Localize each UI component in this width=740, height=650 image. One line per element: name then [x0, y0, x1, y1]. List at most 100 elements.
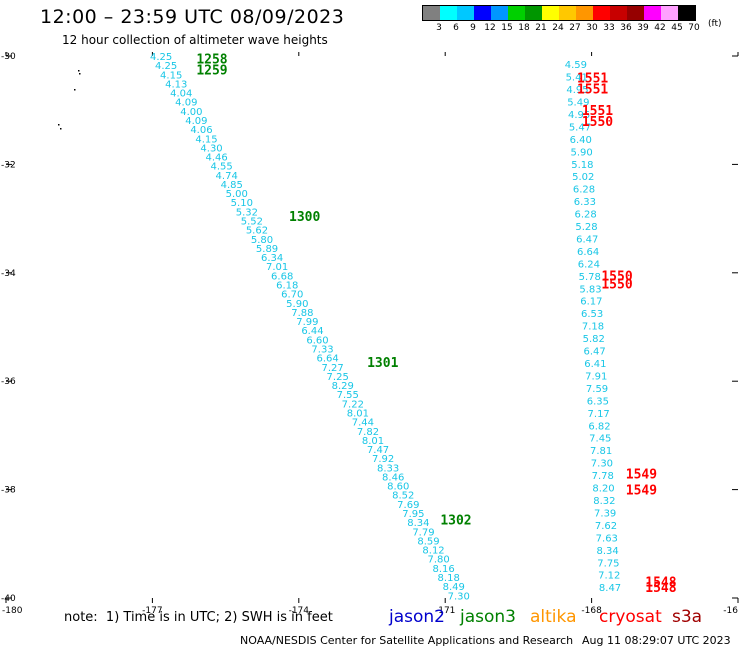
time-label: 1259	[196, 64, 227, 79]
legend-swatch	[593, 6, 610, 20]
wave-height-label: 6.18	[276, 281, 298, 292]
wave-height-label: 7.62	[595, 521, 617, 532]
y-tick-label: -40	[1, 594, 16, 604]
wave-height-label: 7.99	[296, 317, 318, 328]
legend-tick-label: 45	[671, 23, 683, 33]
wave-height-label: 4.95	[566, 85, 588, 96]
wave-height-label: 5.80	[251, 235, 273, 246]
wave-height-label: 8.34	[407, 518, 429, 529]
time-label: 1258	[196, 53, 227, 68]
wave-height-label: 7.75	[597, 558, 619, 569]
time-label: 1301	[367, 356, 398, 371]
wave-height-label: 7.88	[291, 308, 313, 319]
wave-height-label: 7.22	[342, 399, 364, 410]
legend-tick-label: 70	[688, 23, 700, 33]
wave-height-label: 4.46	[205, 153, 227, 164]
wave-height-label: 7.80	[427, 555, 449, 566]
wave-height-label: 8.01	[362, 436, 384, 447]
wave-height-label: 8.20	[592, 484, 614, 495]
y-tick-label: -36	[1, 377, 16, 387]
wave-height-label: 5.89	[256, 244, 278, 255]
wave-height-label: 6.17	[580, 297, 602, 308]
wave-height-label: 4.15	[195, 134, 217, 145]
wave-height-label: 5.90	[570, 147, 592, 158]
legend-swatch	[644, 6, 661, 20]
wave-height-label: 7.27	[322, 363, 344, 374]
wave-height-label: 5.49	[567, 97, 589, 108]
legend-swatch	[508, 6, 525, 20]
wave-height-label: 6.47	[583, 347, 605, 358]
wave-height-label: 7.59	[586, 384, 608, 395]
wave-height-label: 7.95	[402, 509, 424, 520]
wave-height-label: 7.63	[596, 533, 618, 544]
wave-height-label: 8.46	[382, 472, 404, 483]
wave-height-label: 6.41	[584, 359, 606, 370]
island-dot	[60, 128, 62, 130]
time-label: 1551	[577, 83, 608, 98]
wave-height-label: 4.09	[175, 98, 197, 109]
legend-tick-label: 33	[603, 23, 615, 33]
color-legend: 3 6 9 12 15 18 21 24 27 30 33 36 39 42 45 70	[422, 5, 700, 33]
wave-height-label: 5.78	[579, 272, 601, 283]
wave-height-label: 6.47	[576, 234, 598, 245]
legend-tick-label: 3	[436, 23, 442, 33]
wave-height-label: 7.18	[582, 322, 604, 333]
wave-height-label: 7.33	[311, 344, 333, 355]
wave-height-label: 7.44	[352, 418, 374, 429]
wave-height-label: 6.44	[301, 326, 323, 337]
wave-height-label: 8.60	[387, 482, 409, 493]
satellite-cryosat: cryosat	[599, 607, 662, 627]
wave-height-label: 6.33	[574, 197, 596, 208]
time-label: 1550	[601, 278, 632, 293]
island-dot	[79, 73, 81, 75]
x-tick-label: -180	[2, 606, 23, 616]
legend-tick-label: 21	[535, 23, 547, 33]
island-dot	[58, 124, 60, 126]
x-tick-label: -174	[289, 606, 310, 616]
wave-height-label: 7.30	[591, 459, 613, 470]
wave-height-label: 5.90	[286, 299, 308, 310]
wave-height-label: 6.40	[570, 135, 592, 146]
legend-tick-label: 24	[552, 23, 564, 33]
wave-height-label: 6.68	[271, 271, 293, 282]
page-subtitle: 12 hour collection of altimeter wave hei…	[62, 33, 328, 47]
wave-height-label: 5.41	[566, 73, 588, 84]
legend-tick-label: 36	[620, 23, 632, 33]
wave-height-label: 6.24	[578, 259, 600, 270]
wave-height-label: 8.49	[443, 582, 465, 593]
footer-timestamp: Aug 11 08:29:07 UTC 2023	[582, 634, 731, 647]
wave-height-label: 5.47	[569, 122, 591, 133]
island-dot	[74, 89, 76, 91]
wave-height-label: 7.79	[412, 527, 434, 538]
wave-height-label: 4.04	[170, 89, 192, 100]
satellite-altika: altika	[530, 607, 577, 627]
legend-tick-label: 9	[470, 23, 476, 33]
wave-height-label: 5.28	[575, 222, 597, 233]
wave-height-label: 4.55	[211, 162, 233, 173]
wave-height-label: 5.52	[241, 217, 263, 228]
island-dot	[78, 70, 80, 72]
wave-height-label: 5.02	[572, 172, 594, 183]
wave-height-label: 8.29	[332, 381, 354, 392]
time-label: 1550	[601, 270, 632, 285]
legend-swatch	[525, 6, 542, 20]
wave-height-label: 4.25	[155, 61, 177, 72]
wave-height-label: 4.74	[216, 171, 238, 182]
x-tick-label: -16	[723, 606, 738, 616]
footer-credit: NOAA/NESDIS Center for Satellite Applica…	[240, 634, 574, 647]
legend-tick-label: 18	[518, 23, 530, 33]
legend-tick-label: 15	[501, 23, 513, 33]
wave-height-label: 4.06	[190, 125, 212, 136]
wave-height-label: 8.47	[599, 583, 621, 594]
legend-unit: (ft)	[708, 19, 722, 29]
legend-swatch	[661, 6, 678, 20]
legend-swatch	[559, 6, 576, 20]
wave-height-label: 5.83	[579, 284, 601, 295]
wave-height-label: 7.01	[266, 262, 288, 273]
wave-height-label: 7.91	[585, 371, 607, 382]
y-tick-label: -38	[1, 486, 16, 496]
wave-height-label: 5.18	[571, 160, 593, 171]
legend-tick-label: 30	[586, 23, 598, 33]
wave-height-label: 6.53	[581, 309, 603, 320]
wave-height-label: 4.00	[180, 107, 202, 118]
